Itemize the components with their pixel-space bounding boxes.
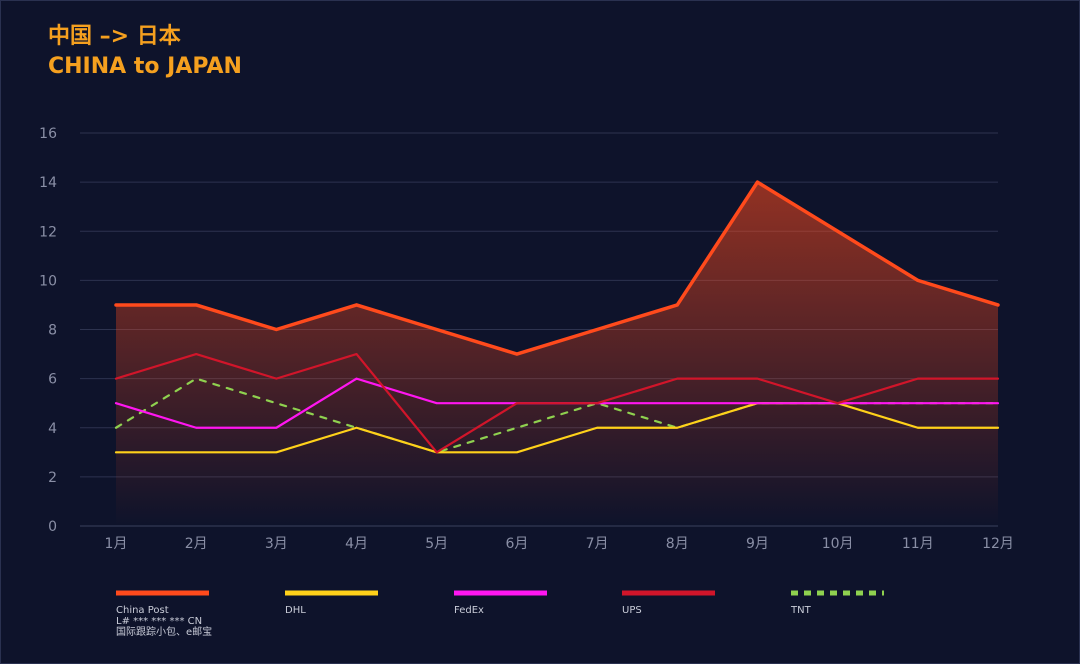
series-line-dhl: [114, 402, 1000, 454]
y-tick-label: 2: [48, 470, 57, 486]
y-tick-label: 10: [39, 273, 57, 289]
x-tick-label: 6月: [505, 536, 528, 552]
title-line-2: CHINA to JAPAN: [48, 54, 242, 79]
y-tick-label: 16: [39, 126, 57, 142]
title-line-1: 中国 –> 日本: [48, 24, 181, 49]
x-tick-label: 10月: [822, 536, 854, 552]
legend-label: UPS: [622, 605, 642, 616]
x-tick-label: 11月: [902, 536, 934, 552]
y-axis: 0 2 4 6 8 10 12 14 16: [39, 126, 57, 535]
x-tick-label: 2月: [185, 536, 208, 552]
legend-label: DHL: [285, 605, 306, 616]
legend-label: TNT: [790, 605, 812, 616]
y-tick-label: 0: [48, 519, 57, 535]
x-tick-label: 5月: [425, 536, 448, 552]
area-china-post: [116, 182, 998, 526]
x-tick-label: 1月: [105, 536, 128, 552]
y-tick-label: 8: [48, 323, 57, 339]
y-tick-label: 14: [39, 175, 57, 191]
y-tick-label: 4: [48, 421, 57, 437]
x-tick-label: 12月: [982, 536, 1014, 552]
x-tick-label: 8月: [666, 536, 689, 552]
series-line-ups: [114, 352, 1000, 454]
legend-label: FedEx: [454, 605, 484, 616]
x-tick-label: 3月: [265, 536, 288, 552]
chart-title: 中国 –> 日本 CHINA to JAPAN: [48, 22, 242, 82]
legend-label: China Post: [116, 605, 169, 616]
legend-sublabel: L# *** *** *** CN: [116, 616, 202, 627]
y-tick-label: 6: [48, 372, 57, 388]
x-axis: 1月 2月 3月 4月 5月 6月 7月 8月 9月 10月 11月 12月: [105, 536, 1014, 552]
legend-sublabel: 国际跟踪小包、e邮宝: [116, 625, 212, 638]
y-tick-label: 12: [39, 224, 57, 240]
x-tick-label: 7月: [586, 536, 609, 552]
x-tick-label: 9月: [746, 536, 769, 552]
series-line-china-post: [114, 180, 1000, 356]
series-lines: [114, 180, 1000, 454]
x-tick-label: 4月: [345, 536, 368, 552]
area-fills: [116, 182, 998, 526]
